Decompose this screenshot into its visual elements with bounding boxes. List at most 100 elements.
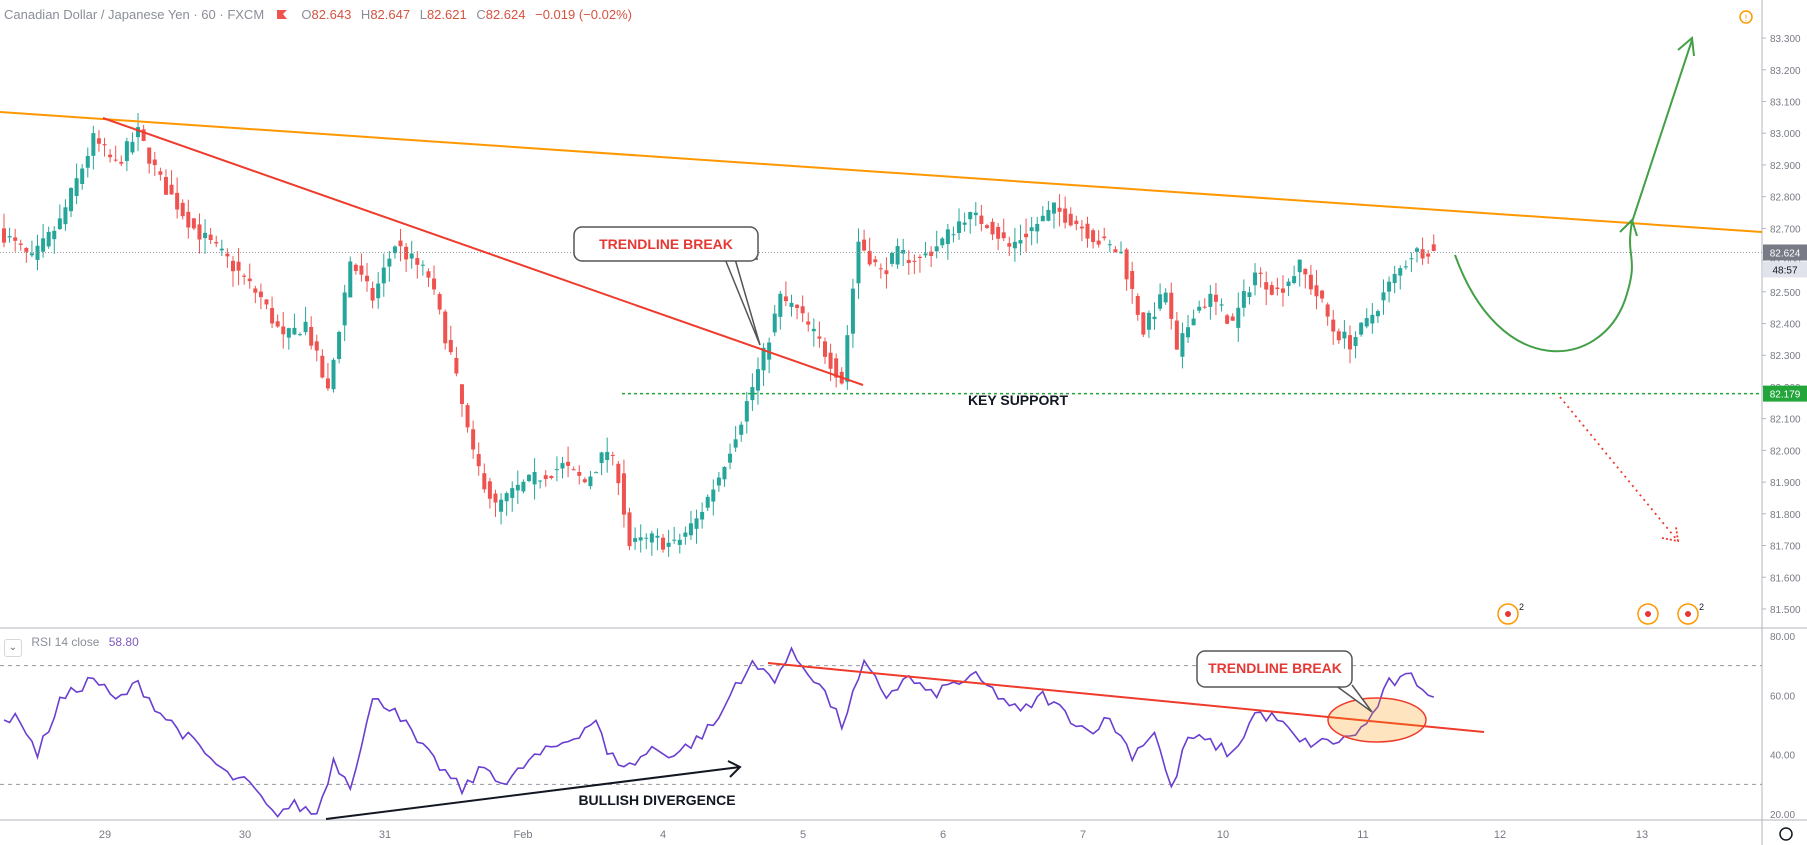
candle-body xyxy=(1431,244,1436,251)
candle-body xyxy=(197,224,202,240)
price-tick-label: 81.800 xyxy=(1770,510,1801,521)
candle-body xyxy=(2,228,6,243)
candle-body xyxy=(1359,322,1364,335)
time-tick-label: 13 xyxy=(1636,829,1648,841)
price-tick-label: 82.500 xyxy=(1770,288,1801,299)
candle-body xyxy=(1353,336,1358,347)
candle-body xyxy=(141,129,146,141)
candle-body xyxy=(1197,306,1202,311)
symbol-title: Canadian Dollar / Japanese Yen · 60 · FX… xyxy=(4,7,265,22)
candle-body xyxy=(633,538,638,542)
candle-body xyxy=(1135,295,1140,315)
candle-body xyxy=(191,218,196,229)
candle-body xyxy=(1314,285,1319,297)
candle-body xyxy=(912,260,917,262)
price-tick-label: 82.700 xyxy=(1770,224,1801,235)
candle-body xyxy=(661,537,666,550)
candle-body xyxy=(1409,258,1414,260)
support-price-text: 82.179 xyxy=(1770,390,1801,401)
candle-body xyxy=(817,336,822,339)
bullish-divergence-label: BULLISH DIVERGENCE xyxy=(578,792,735,808)
projection-up-arrowhead xyxy=(1677,36,1695,57)
candle-body xyxy=(459,384,464,404)
open-value: 82.643 xyxy=(311,7,352,22)
candle-body xyxy=(482,473,487,490)
callout-box xyxy=(573,226,759,262)
time-tick-label: Feb xyxy=(514,829,533,841)
candle-body xyxy=(147,147,152,164)
symbol-legend[interactable]: Canadian Dollar / Japanese Yen · 60 · FX… xyxy=(4,7,632,22)
candle-body xyxy=(63,207,68,225)
candle-body xyxy=(1225,315,1230,324)
candle-body xyxy=(1264,282,1269,290)
last-price-text: 82.624 xyxy=(1770,248,1801,259)
candle-body xyxy=(348,261,353,298)
settings-gear-icon xyxy=(1779,827,1793,841)
candle-body xyxy=(895,246,900,265)
candle-body xyxy=(616,463,621,484)
downside-arrowhead xyxy=(1661,526,1680,543)
candle-body xyxy=(41,238,46,252)
candle-body xyxy=(1068,213,1073,226)
candle-body xyxy=(649,533,654,543)
candle-body xyxy=(1320,290,1325,299)
candle-body xyxy=(230,260,235,272)
candle-body xyxy=(264,299,269,305)
candle-body xyxy=(1057,207,1062,212)
candle-body xyxy=(258,291,263,298)
candle-body xyxy=(1091,230,1096,243)
candle-body xyxy=(420,264,425,266)
candle-body xyxy=(778,293,783,317)
candle-body xyxy=(180,202,185,217)
candle-body xyxy=(286,328,291,338)
candle-body xyxy=(984,225,989,229)
price-tick-label: 81.700 xyxy=(1770,542,1801,553)
candle-body xyxy=(113,159,118,161)
change-value: −0.019 (−0.02%) xyxy=(535,7,632,22)
candle-body xyxy=(298,334,303,336)
trendline-break-label: TRENDLINE BREAK xyxy=(599,236,733,252)
event-count: 2 xyxy=(1699,602,1704,612)
candle-body xyxy=(957,221,962,233)
candle-body xyxy=(1024,233,1029,238)
candle-body xyxy=(337,331,342,360)
candle-body xyxy=(739,424,744,435)
candle-body xyxy=(605,451,610,461)
candle-body xyxy=(945,229,950,245)
candle-body xyxy=(1230,316,1235,321)
candle-body xyxy=(672,539,677,541)
close-label: C xyxy=(476,7,486,22)
candle-body xyxy=(677,539,682,545)
candle-body xyxy=(7,236,12,238)
rsi-tick-label: 80.00 xyxy=(1770,632,1795,643)
descending-trendline xyxy=(102,117,864,386)
candle-body xyxy=(443,311,448,344)
candle-body xyxy=(152,159,157,166)
candle-body xyxy=(923,253,928,256)
time-tick-label: 4 xyxy=(660,829,666,841)
candle-body xyxy=(638,537,643,541)
candle-body xyxy=(1191,318,1196,326)
rsi-layer: TRENDLINE BREAK BULLISH DIVERGENCE xyxy=(0,646,1762,820)
candle-body xyxy=(1163,292,1168,303)
candle-body xyxy=(387,258,392,267)
candle-body xyxy=(1370,314,1375,324)
candle-body xyxy=(24,247,29,252)
candle-body xyxy=(795,304,800,308)
candle-body xyxy=(733,439,738,448)
rsi-legend[interactable]: ⌄ RSI 14 close 58.80 xyxy=(4,635,139,657)
candle-body xyxy=(409,253,414,259)
candle-body xyxy=(119,161,124,164)
collapse-toggle-icon[interactable]: ⌄ xyxy=(4,639,22,657)
rsi-name: RSI 14 close xyxy=(31,635,100,649)
candle-body xyxy=(1141,312,1146,335)
candle-body xyxy=(253,288,258,293)
candle-body xyxy=(471,429,476,450)
low-label: L xyxy=(419,7,427,22)
candle-body xyxy=(599,452,604,464)
candle-body xyxy=(398,240,403,247)
candle-body xyxy=(1079,226,1084,229)
price-tick-label: 82.900 xyxy=(1770,161,1801,172)
